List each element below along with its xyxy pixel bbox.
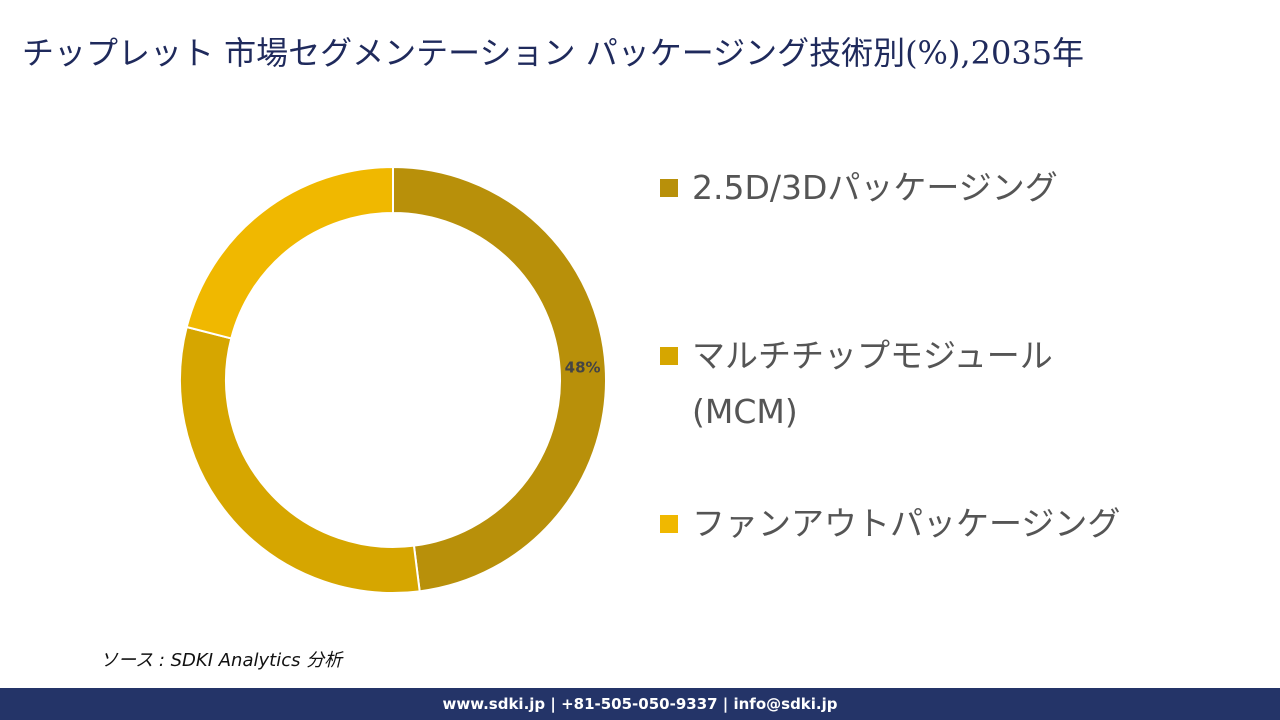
- legend-item: ファンアウトパッケージング: [660, 496, 1140, 664]
- source: ソース : SDKI Analytics 分析: [100, 650, 343, 671]
- donut-segment: [185, 165, 394, 340]
- footer: www.sdki.jp | +81-505-050-9337 | info@sd…: [0, 688, 1280, 720]
- legend-label: ファンアウトパッケージング: [692, 504, 1121, 543]
- legend-label: 2.5D/3Dパッケージング: [692, 168, 1058, 207]
- data-label: 48%: [565, 359, 601, 377]
- chart: 48%: [179, 165, 607, 594]
- legend-item: 2.5D/3Dパッケージング: [660, 160, 1140, 328]
- legend-label: マルチチップモジュール (MCM): [692, 336, 1053, 431]
- legend-item: マルチチップモジュール (MCM): [660, 328, 1140, 496]
- legend-swatch: [660, 347, 678, 365]
- legend: 2.5D/3Dパッケージングマルチチップモジュール (MCM) ファンアウトパッケ…: [660, 160, 1140, 664]
- legend-swatch: [660, 179, 678, 197]
- chart-title: チップレット 市場セグメンテーション パッケージング技術別(%),2035年: [22, 34, 1085, 72]
- donut-segment: [392, 165, 607, 593]
- donut-segment: [179, 325, 421, 594]
- legend-swatch: [660, 515, 678, 533]
